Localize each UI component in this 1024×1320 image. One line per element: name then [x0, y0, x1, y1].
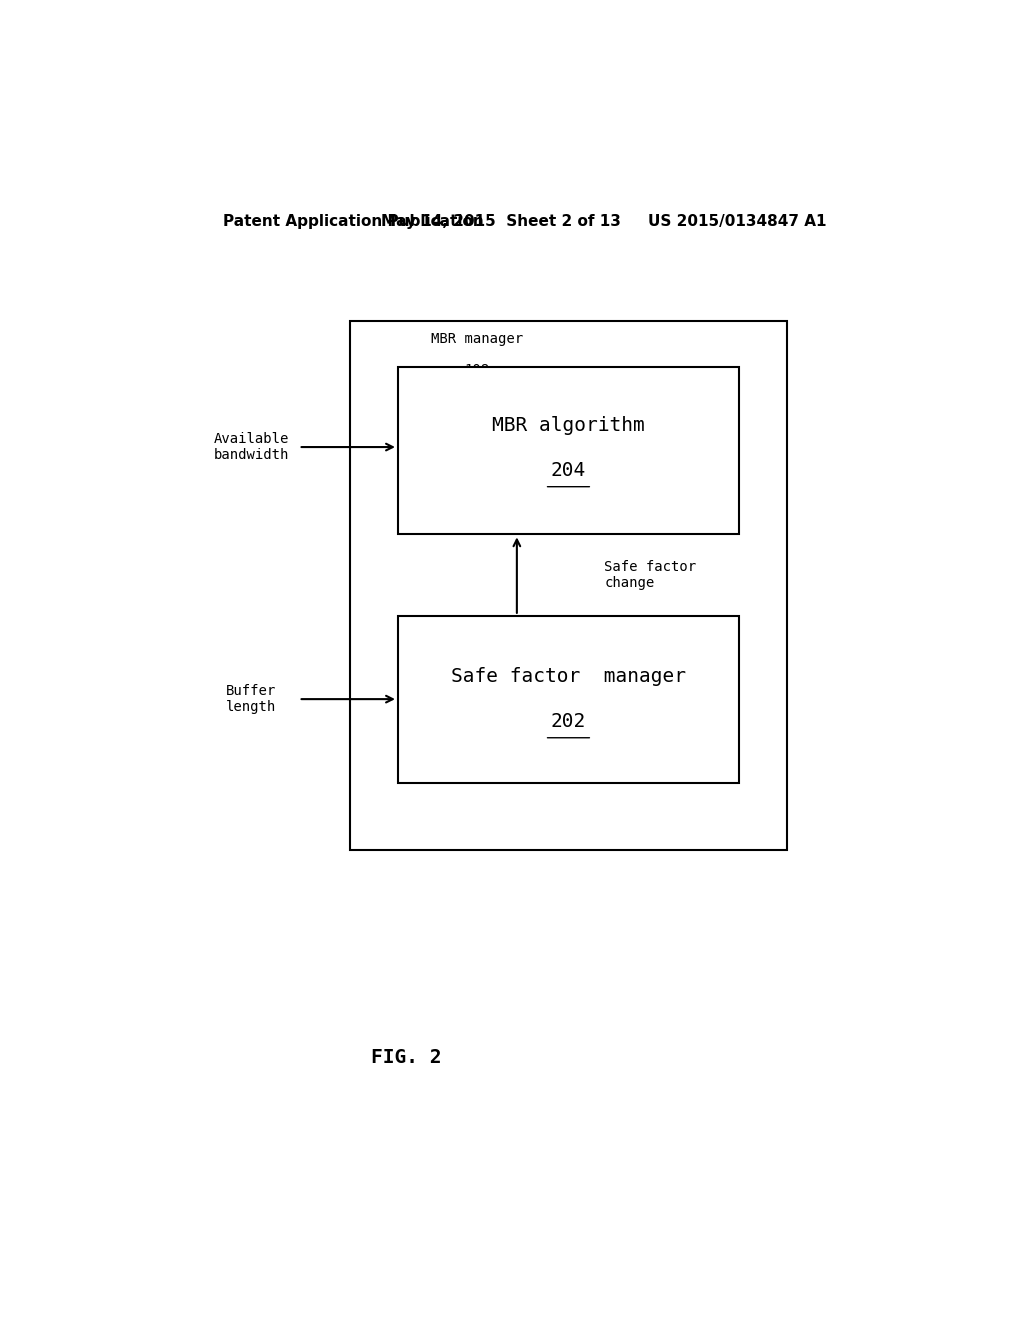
FancyBboxPatch shape	[397, 615, 739, 784]
FancyBboxPatch shape	[350, 321, 786, 850]
Text: 108: 108	[465, 363, 489, 376]
Text: FIG. 2: FIG. 2	[371, 1048, 441, 1068]
Text: 202: 202	[551, 711, 586, 731]
FancyBboxPatch shape	[397, 367, 739, 535]
Text: May 14, 2015  Sheet 2 of 13: May 14, 2015 Sheet 2 of 13	[381, 214, 621, 228]
Text: MBR algorithm: MBR algorithm	[493, 416, 645, 436]
Text: MBR manager: MBR manager	[431, 333, 523, 346]
Text: Safe factor
change: Safe factor change	[604, 560, 696, 590]
Text: Patent Application Publication: Patent Application Publication	[223, 214, 484, 228]
Text: 204: 204	[551, 461, 586, 480]
Text: Buffer
length: Buffer length	[226, 684, 276, 714]
Text: US 2015/0134847 A1: US 2015/0134847 A1	[648, 214, 826, 228]
Text: Available
bandwidth: Available bandwidth	[213, 432, 289, 462]
Text: Safe factor  manager: Safe factor manager	[451, 668, 686, 686]
